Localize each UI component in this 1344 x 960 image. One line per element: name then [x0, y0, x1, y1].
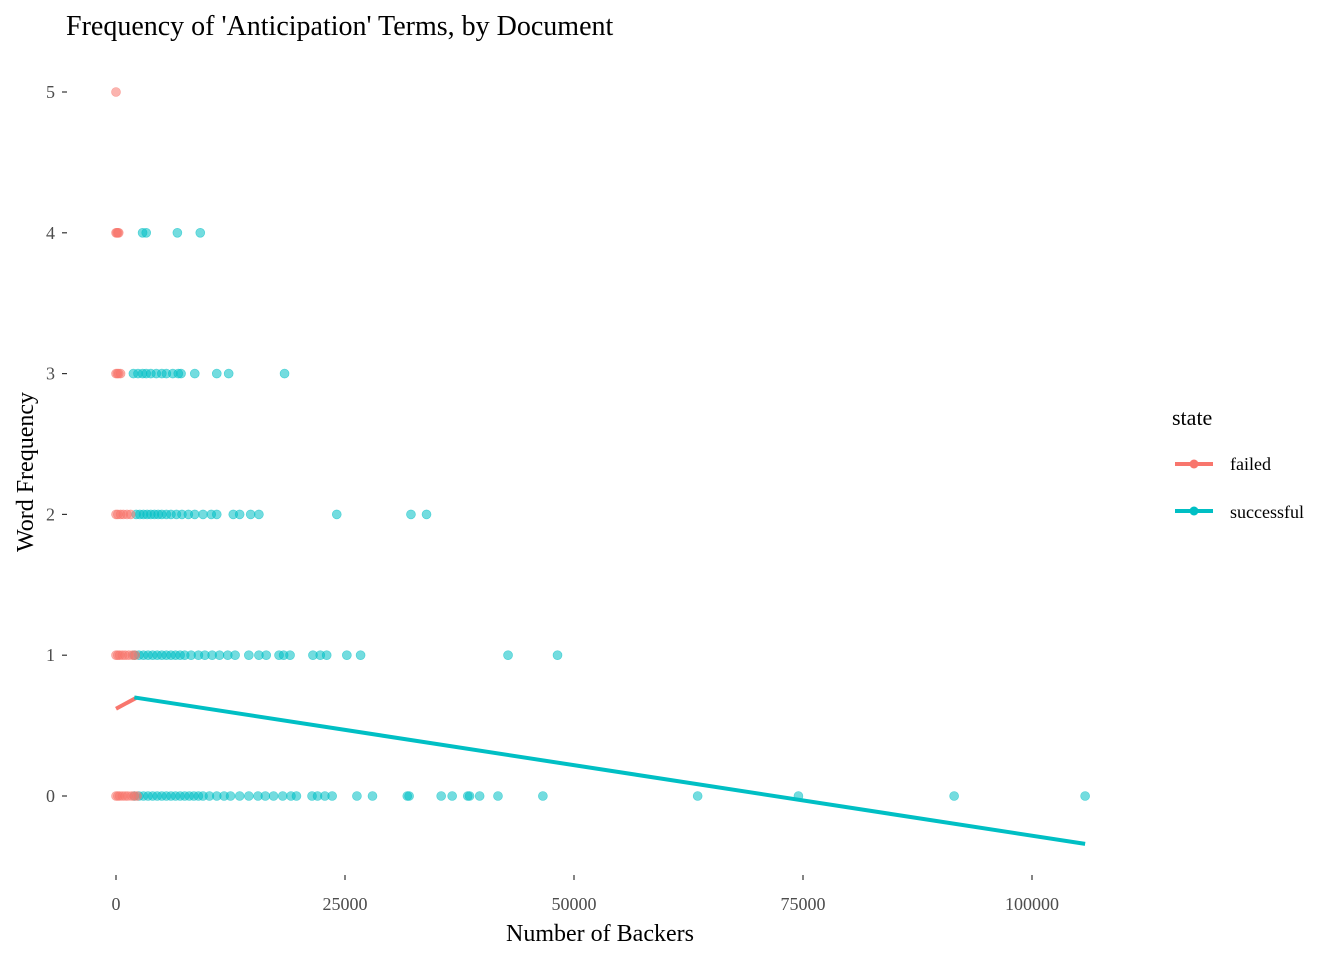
data-point-successful: [214, 650, 225, 661]
data-point-successful: [141, 228, 152, 238]
legend: state failed successful: [1172, 405, 1304, 522]
data-point-successful: [321, 650, 332, 661]
data-point-successful: [464, 791, 475, 801]
legend-label-successful: successful: [1230, 502, 1304, 522]
data-point-successful: [254, 509, 264, 520]
data-point-successful: [172, 228, 183, 238]
x-tick-label: 0: [112, 894, 121, 914]
data-point-successful: [692, 791, 703, 801]
data-point-successful: [352, 791, 362, 801]
data-point-successful: [230, 650, 240, 661]
data-point-successful: [234, 509, 245, 520]
data-point-successful: [342, 650, 352, 661]
y-tick-label: 4: [46, 223, 55, 243]
x-tick-label: 75000: [781, 894, 826, 914]
data-point-successful: [268, 791, 279, 801]
trend-line-successful: [134, 695, 1086, 846]
data-point-failed: [125, 509, 136, 520]
data-point-successful: [245, 509, 256, 520]
data-point-successful: [493, 791, 503, 801]
data-point-successful: [195, 228, 206, 238]
data-point-failed: [111, 87, 121, 97]
data-point-successful: [244, 650, 254, 661]
x-tick-label: 25000: [323, 894, 368, 914]
legend-item-successful: successful: [1175, 502, 1304, 522]
data-point-successful: [447, 791, 457, 801]
data-point-failed: [130, 650, 141, 661]
legend-label-failed: failed: [1230, 454, 1271, 474]
data-point-successful: [211, 509, 222, 520]
legend-item-failed: failed: [1175, 454, 1271, 474]
data-point-successful: [277, 791, 288, 801]
data-point-failed: [132, 791, 142, 801]
data-point-failed: [115, 368, 126, 379]
y-tick-label: 2: [46, 504, 55, 524]
data-point-successful: [355, 650, 366, 661]
data-point-successful: [285, 650, 295, 661]
data-point-successful: [1080, 791, 1090, 801]
x-axis-title: Number of Backers: [506, 921, 694, 947]
data-point-successful: [225, 791, 236, 801]
y-axis: 0 1 2 3 4 5: [46, 82, 67, 806]
data-point-successful: [261, 650, 272, 661]
data-point-successful: [223, 368, 234, 379]
data-point-successful: [279, 368, 290, 379]
data-point-successful: [198, 509, 208, 520]
data-point-successful: [436, 791, 446, 801]
data-point-successful: [211, 368, 222, 379]
data-point-successful: [503, 650, 513, 661]
y-tick-label: 5: [46, 82, 55, 102]
data-point-successful: [538, 791, 548, 801]
x-tick-label: 50000: [552, 894, 597, 914]
y-axis-title: Word Frequency: [13, 392, 39, 552]
legend-key-failed-dot: [1189, 459, 1199, 469]
legend-title: state: [1172, 405, 1212, 430]
data-point-successful: [331, 509, 342, 520]
legend-key-successful-dot: [1189, 506, 1199, 516]
data-point-successful: [474, 791, 485, 801]
x-tick-label: 100000: [1005, 894, 1059, 914]
y-tick-label: 0: [46, 786, 55, 806]
y-tick-label: 3: [46, 364, 55, 384]
trend-lines: [115, 695, 1086, 846]
data-point-successful: [949, 791, 959, 801]
data-point-successful: [327, 791, 337, 801]
data-points: [111, 87, 1090, 801]
data-point-successful: [404, 791, 414, 801]
data-point-successful: [189, 509, 200, 520]
data-point-successful: [244, 791, 254, 801]
data-point-successful: [176, 368, 186, 379]
data-point-failed: [113, 228, 124, 238]
data-point-successful: [552, 650, 563, 661]
data-point-successful: [406, 509, 416, 520]
data-point-successful: [234, 791, 245, 801]
data-point-successful: [291, 791, 302, 801]
data-point-successful: [260, 791, 271, 801]
trend-line-failed: [115, 695, 139, 711]
y-tick-label: 1: [46, 645, 55, 665]
data-point-successful: [189, 368, 200, 379]
data-point-successful: [421, 509, 432, 520]
data-point-successful: [367, 791, 378, 801]
chart-title: Frequency of 'Anticipation' Terms, by Do…: [66, 11, 613, 42]
x-axis: 0 25000 50000 75000 100000: [112, 875, 1059, 914]
